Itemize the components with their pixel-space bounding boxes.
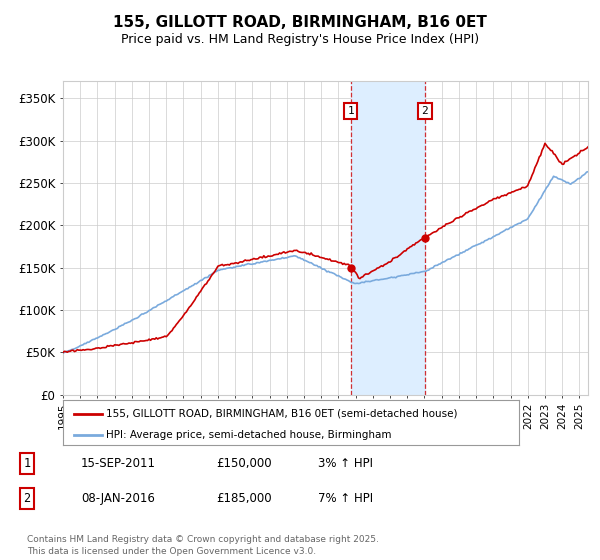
Text: Contains HM Land Registry data © Crown copyright and database right 2025.
This d: Contains HM Land Registry data © Crown c… <box>27 535 379 556</box>
Text: £150,000: £150,000 <box>216 457 272 470</box>
Text: 2: 2 <box>422 106 428 116</box>
Text: 7% ↑ HPI: 7% ↑ HPI <box>318 492 373 505</box>
Text: 1: 1 <box>347 106 354 116</box>
Text: Price paid vs. HM Land Registry's House Price Index (HPI): Price paid vs. HM Land Registry's House … <box>121 32 479 46</box>
Text: 15-SEP-2011: 15-SEP-2011 <box>81 457 156 470</box>
Text: 08-JAN-2016: 08-JAN-2016 <box>81 492 155 505</box>
Bar <box>350 81 425 395</box>
Text: 1: 1 <box>23 457 31 470</box>
Text: HPI: Average price, semi-detached house, Birmingham: HPI: Average price, semi-detached house,… <box>106 430 392 440</box>
Text: 3% ↑ HPI: 3% ↑ HPI <box>318 457 373 470</box>
Text: £185,000: £185,000 <box>216 492 272 505</box>
Text: 2: 2 <box>23 492 31 505</box>
Text: 155, GILLOTT ROAD, BIRMINGHAM, B16 0ET (semi-detached house): 155, GILLOTT ROAD, BIRMINGHAM, B16 0ET (… <box>106 409 458 419</box>
Text: 155, GILLOTT ROAD, BIRMINGHAM, B16 0ET: 155, GILLOTT ROAD, BIRMINGHAM, B16 0ET <box>113 15 487 30</box>
